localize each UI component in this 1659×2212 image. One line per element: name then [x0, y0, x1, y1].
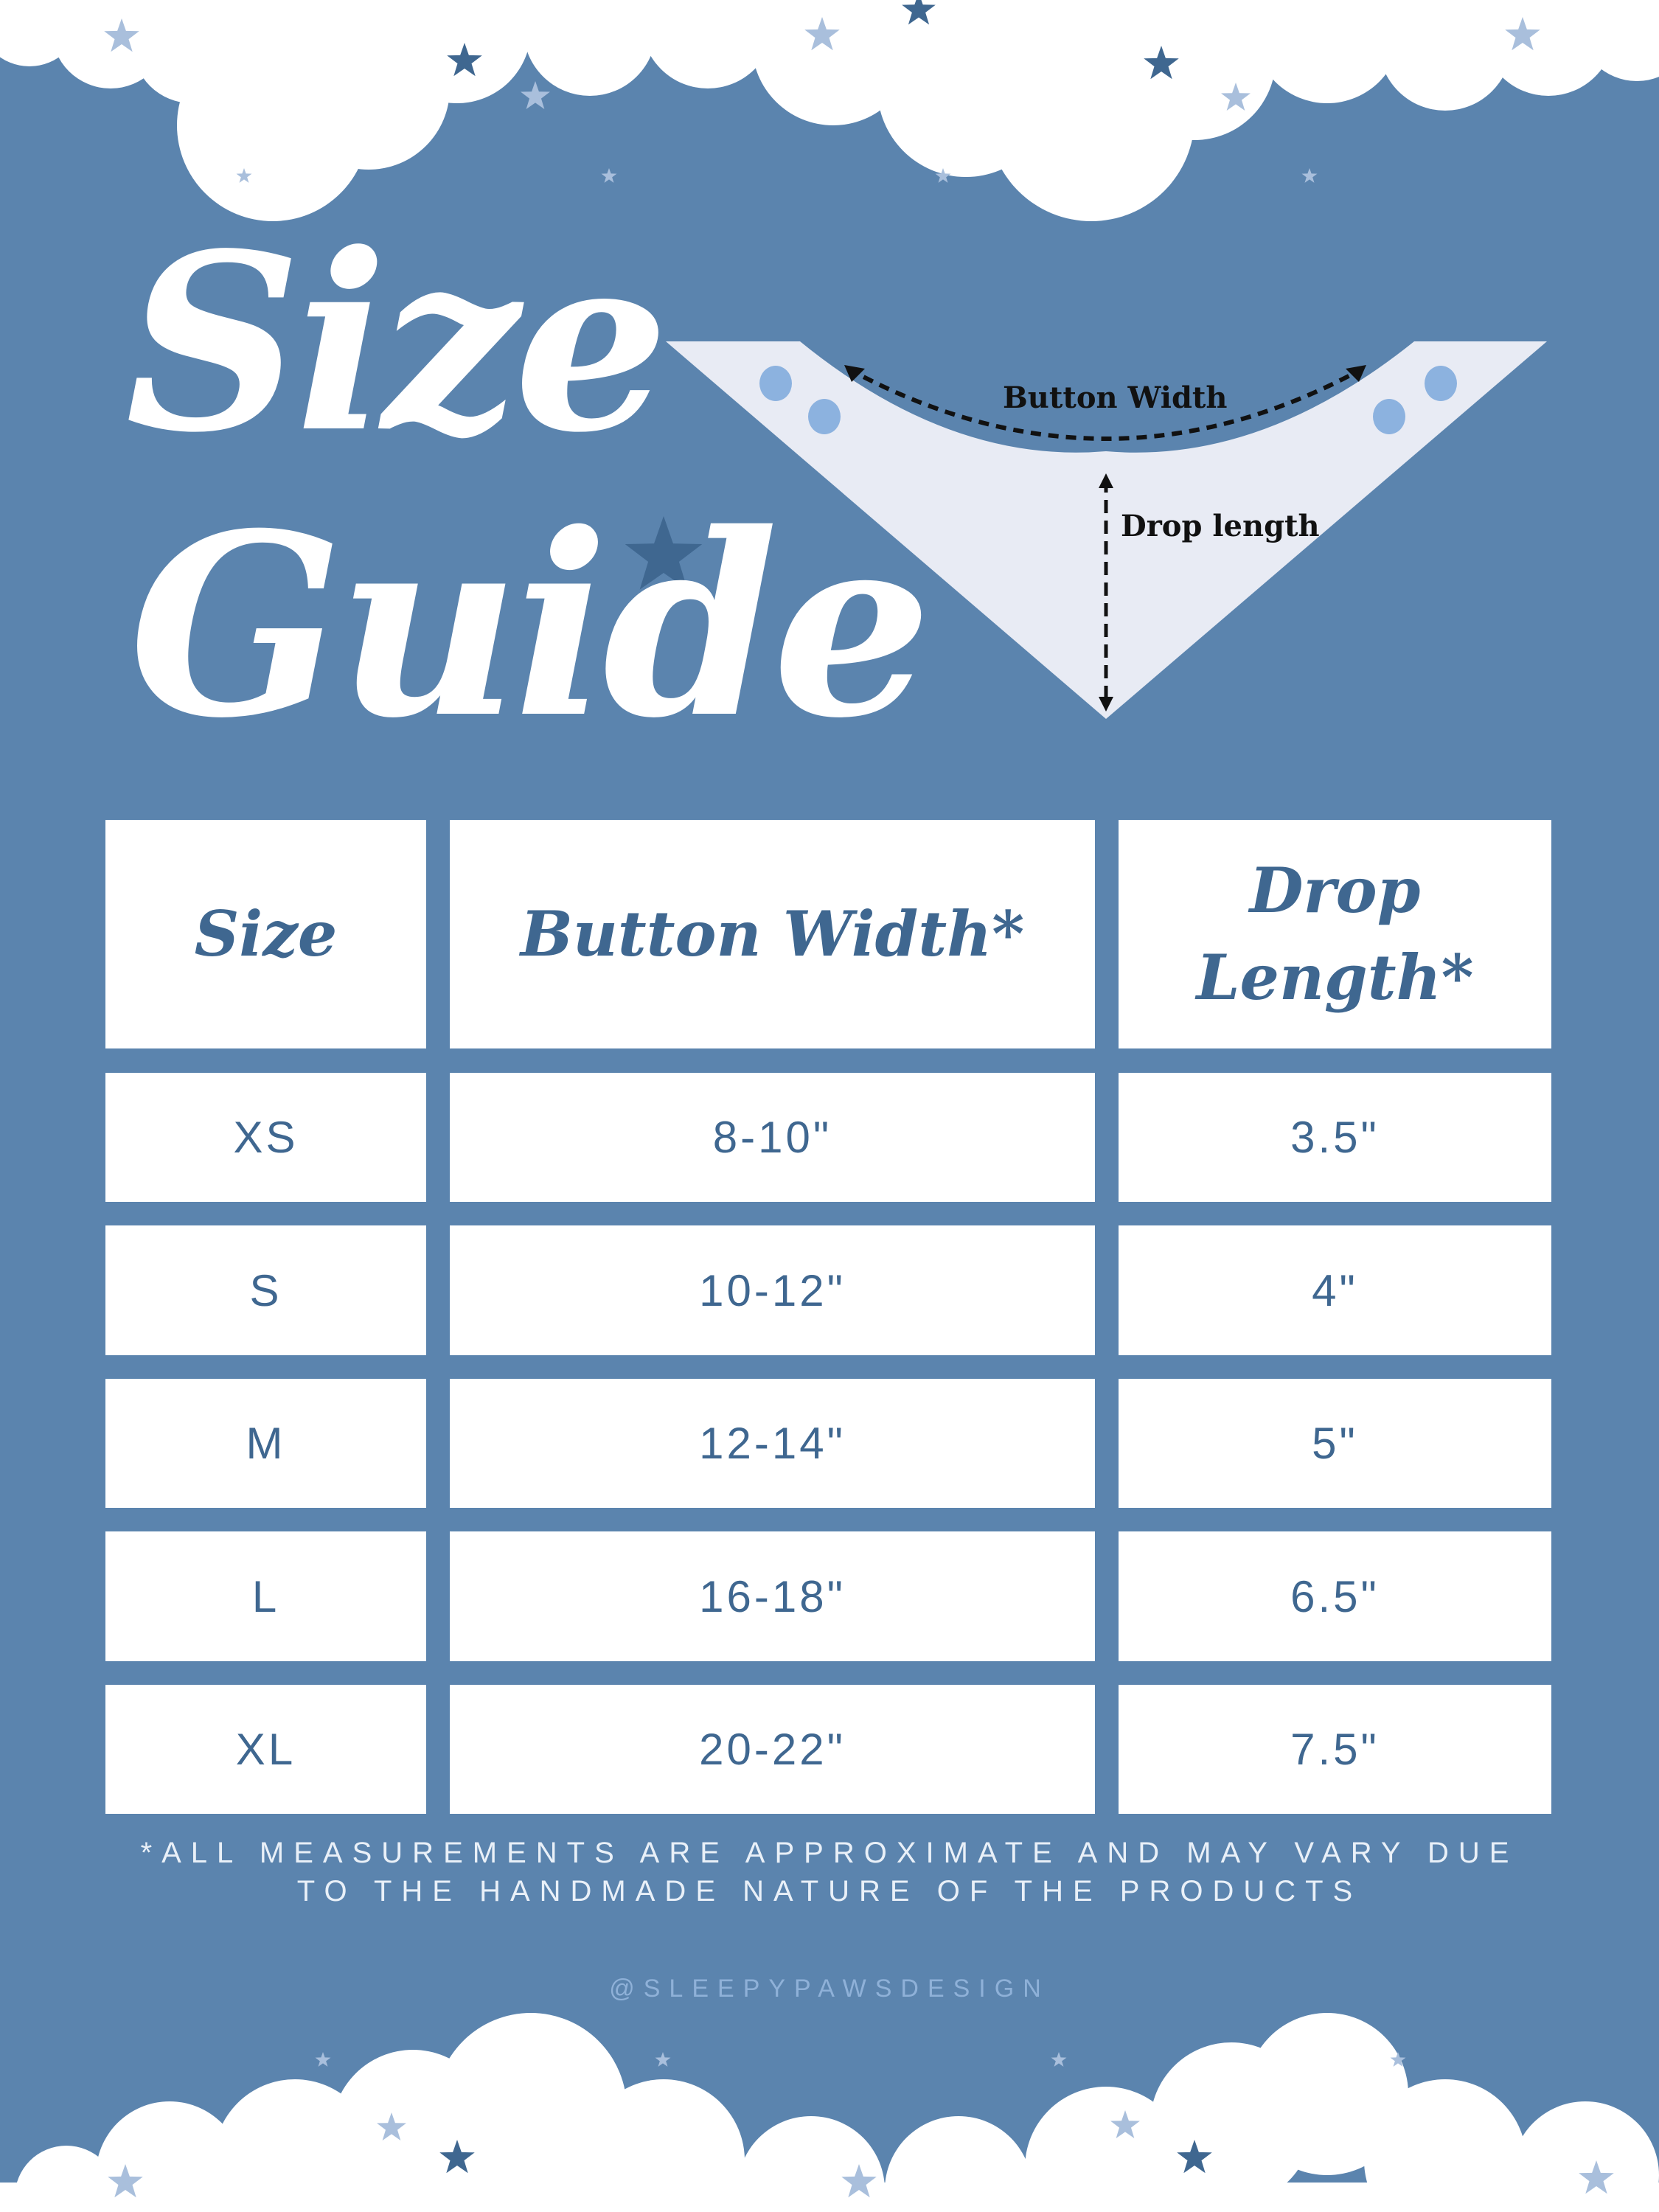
- cell-drop-length: 6.5": [1119, 1531, 1551, 1661]
- cell-size: S: [105, 1225, 426, 1355]
- bandana-diagram: [666, 341, 1547, 719]
- title-line-2: Guide: [129, 479, 932, 773]
- bottom-clouds: [0, 2013, 1659, 2212]
- top-clouds: [0, 0, 1659, 221]
- cell-button-width: 20-22": [450, 1685, 1095, 1814]
- header-size: Size: [105, 820, 426, 1048]
- cell-button-width: 10-12": [450, 1225, 1095, 1355]
- cell-drop-length: 3.5": [1119, 1073, 1551, 1202]
- cell-size: XL: [105, 1685, 426, 1814]
- footnote-line-1: *ALL MEASUREMENTS ARE APPROXIMATE AND MA…: [140, 1837, 1519, 1869]
- button-width-label: Button Width: [1003, 380, 1228, 415]
- button-width-arrow: [846, 366, 1364, 441]
- cell-drop-length: 5": [1119, 1379, 1551, 1508]
- button-dots: [759, 366, 1457, 434]
- cell-button-width: 8-10": [450, 1073, 1095, 1202]
- cell-size: XS: [105, 1073, 426, 1202]
- footnote-line-2: TO THE HANDMADE NATURE OF THE PRODUCTS: [296, 1875, 1363, 1907]
- cell-button-width: 16-18": [450, 1531, 1095, 1661]
- cell-button-width: 12-14": [450, 1379, 1095, 1508]
- drop-length-label: Drop length: [1121, 509, 1320, 543]
- cell-size: L: [105, 1531, 426, 1661]
- cell-drop-length: 7.5": [1119, 1685, 1551, 1814]
- header-drop-length: Drop Length*: [1119, 820, 1551, 1048]
- cell-drop-length: 4": [1119, 1225, 1551, 1355]
- cell-size: M: [105, 1379, 426, 1508]
- social-handle: @SLEEPYPAWSDESIGN: [609, 1975, 1050, 2003]
- header-button-width: Button Width*: [450, 820, 1095, 1048]
- title-line-1: Size: [125, 200, 669, 486]
